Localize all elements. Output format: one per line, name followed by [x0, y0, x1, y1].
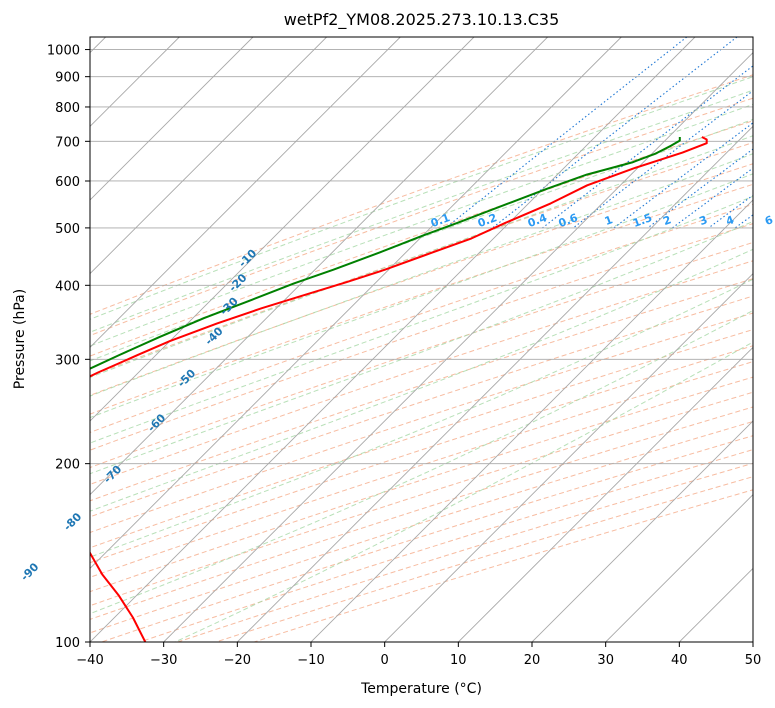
isotherm-line [163, 52, 753, 642]
y-tick-label: 100 [55, 636, 80, 651]
mixing-ratio-line [672, 167, 753, 229]
dry-adiabat-line [90, 278, 753, 502]
series-layer [90, 136, 708, 642]
dry-adiabat-line [90, 391, 753, 607]
x-tick-label: −20 [224, 653, 251, 668]
mixing-ratio-label: 1 [603, 213, 615, 228]
isotherm-line [90, 37, 327, 275]
x-tick-label: −10 [297, 653, 324, 668]
y-axis-label: Pressure (hPa) [12, 289, 28, 389]
mixing-ratio-label: 1.5 [631, 211, 654, 230]
isotherm-line [90, 37, 622, 569]
mixing-ratio-label: 6 [763, 213, 775, 228]
dry-adiabat-line [90, 163, 753, 396]
mixing-ratio-label: 3 [698, 213, 710, 228]
y-tick-label: 800 [55, 101, 80, 116]
mixing-ratio-label: 4 [724, 213, 736, 228]
dry-adiabat-line [90, 361, 753, 578]
x-tick-label: 40 [671, 653, 688, 668]
dry-adiabat-line [90, 241, 753, 469]
y-tick-label: 1000 [47, 44, 80, 59]
chart-title: wetPf2_YM08.2025.273.10.13.C35 [284, 10, 560, 30]
x-tick-label: 10 [450, 653, 467, 668]
dry-adiabat-line [90, 223, 753, 451]
y-tick-label: 600 [55, 175, 80, 190]
isotherm-line [310, 199, 753, 642]
y-tick-label: 500 [55, 222, 80, 237]
dry-adiabat-line [90, 345, 753, 564]
x-axis-label: Temperature (°C) [360, 681, 482, 697]
axes: −40 −30 −20 −10 0 10 20 30 40 50 100 200 300 400 500 60… [47, 44, 761, 668]
x-tick-label: 20 [524, 653, 541, 668]
y-tick-label: 400 [55, 279, 80, 294]
moist-adiabat-line [90, 173, 753, 419]
x-tick-label: 30 [597, 653, 614, 668]
isotherm-line [237, 125, 753, 642]
y-tick-label: 200 [55, 458, 80, 473]
isotherm-line [458, 346, 753, 642]
plot-frame [89, 36, 754, 643]
mixing-ratio-line [572, 90, 753, 229]
x-tick-label: −40 [76, 653, 103, 668]
isotherm-line [90, 37, 696, 642]
dry-adiabat-line [90, 97, 753, 337]
isotherm-line [531, 420, 753, 642]
x-tick-label: 50 [745, 653, 762, 668]
mixing-ratio-label: 0.1 [429, 211, 452, 230]
dry-adiabat-line [90, 295, 753, 518]
isotherm-line [605, 494, 753, 642]
moist-adiabat-line [90, 195, 753, 444]
mixing-ratio-label: 2 [661, 213, 673, 228]
dry-adiabat-line [90, 376, 753, 593]
moist-adiabat-line [90, 248, 753, 512]
mixing-ratio-line [542, 65, 753, 229]
isotherm-line [90, 37, 548, 496]
mixing-ratio-label: 0.2 [476, 211, 499, 230]
y-tick-label: 900 [55, 71, 80, 86]
isotherm-line [90, 37, 401, 348]
mixing-ratio-label: 0.6 [557, 211, 580, 230]
mixing-ratio-label: 0.4 [526, 211, 549, 230]
y-tick-label: 300 [55, 353, 80, 368]
dry-adiabat-line [90, 142, 753, 377]
moist-adiabat-line [90, 103, 753, 347]
isotherm-line [384, 273, 753, 642]
isotherm-line [90, 37, 254, 201]
x-tick-label: 0 [381, 653, 389, 668]
temperature-profile-line [90, 136, 708, 642]
moist-adiabat-line [90, 118, 753, 362]
y-tick-label: 700 [55, 135, 80, 150]
dewpoint-profile-line [90, 137, 681, 370]
dry-adiabat-line [90, 312, 753, 534]
x-tick-label: −30 [150, 653, 177, 668]
dry-adiabat-line [90, 329, 753, 549]
plot-area [90, 37, 753, 642]
